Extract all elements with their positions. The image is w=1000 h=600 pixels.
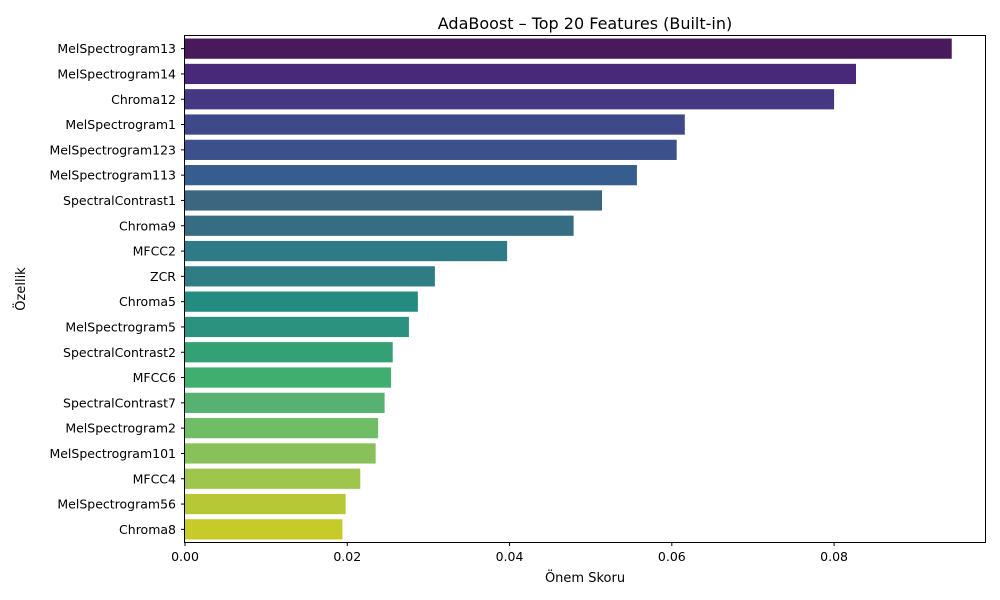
bar-MelSpectrogram13 [185, 38, 952, 59]
x-tick-label: 0.00 [171, 549, 199, 564]
x-tick-label: 0.04 [496, 549, 524, 564]
bar-MelSpectrogram56 [185, 493, 346, 515]
bar-MFCC2 [185, 240, 508, 262]
bar-MelSpectrogram1 [185, 114, 685, 135]
y-tick-label: ZCR [150, 269, 176, 284]
x-axis-ticks: 0.00 0.02 0.04 0.06 0.08 [171, 542, 848, 564]
y-tick-label: Chroma9 [119, 218, 176, 233]
x-tick-label: 0.06 [658, 549, 686, 564]
y-tick-label: Chroma8 [119, 522, 176, 537]
y-axis-ticks: MelSpectrogram13 MelSpectrogram14 Chroma12… [49, 41, 185, 537]
chart-title: AdaBoost – Top 20 Features (Built-in) [438, 14, 733, 33]
bar-MelSpectrogram101 [185, 443, 376, 464]
bar-MelSpectrogram5 [185, 316, 409, 338]
y-tick-label: MelSpectrogram13 [57, 41, 176, 56]
y-tick-label: Chroma5 [119, 294, 176, 309]
bar-Chroma5 [185, 291, 418, 312]
y-tick-label: MFCC6 [133, 370, 176, 385]
y-tick-label: MelSpectrogram123 [49, 142, 176, 157]
plot-frame [184, 35, 986, 543]
bar-Chroma12 [185, 89, 835, 110]
y-tick-label: MelSpectrogram5 [65, 319, 176, 334]
bar-MelSpectrogram14 [185, 63, 856, 85]
y-tick-label: MFCC4 [133, 471, 176, 486]
y-tick-label: MelSpectrogram101 [49, 446, 176, 461]
bar-MFCC6 [185, 367, 392, 388]
bar-Chroma9 [185, 215, 574, 236]
bar-Chroma8 [185, 519, 343, 540]
y-tick-label: Chroma12 [111, 92, 176, 107]
y-axis-label: Özellik [12, 267, 29, 311]
y-tick-label: MelSpectrogram56 [57, 497, 176, 512]
y-tick-label: MelSpectrogram113 [49, 168, 176, 183]
bar-SpectralContrast1 [185, 190, 603, 211]
y-tick-label: SpectralContrast2 [63, 345, 176, 360]
bar-MelSpectrogram113 [185, 165, 637, 186]
bars-group [185, 38, 952, 540]
y-tick-label: MelSpectrogram14 [57, 66, 176, 81]
x-axis-label: Önem Skoru [545, 569, 625, 586]
y-tick-label: SpectralContrast7 [63, 395, 176, 410]
x-tick-label: 0.08 [820, 549, 848, 564]
bar-MFCC4 [185, 468, 361, 489]
bar-SpectralContrast2 [185, 342, 393, 363]
bar-SpectralContrast7 [185, 392, 385, 413]
x-tick-label: 0.02 [333, 549, 361, 564]
y-tick-label: MFCC2 [133, 244, 176, 259]
bar-ZCR [185, 266, 435, 287]
bar-MelSpectrogram2 [185, 418, 379, 439]
y-tick-label: MelSpectrogram1 [65, 117, 176, 132]
y-tick-label: SpectralContrast1 [63, 193, 176, 208]
bar-MelSpectrogram123 [185, 139, 677, 160]
y-tick-label: MelSpectrogram2 [65, 421, 176, 436]
